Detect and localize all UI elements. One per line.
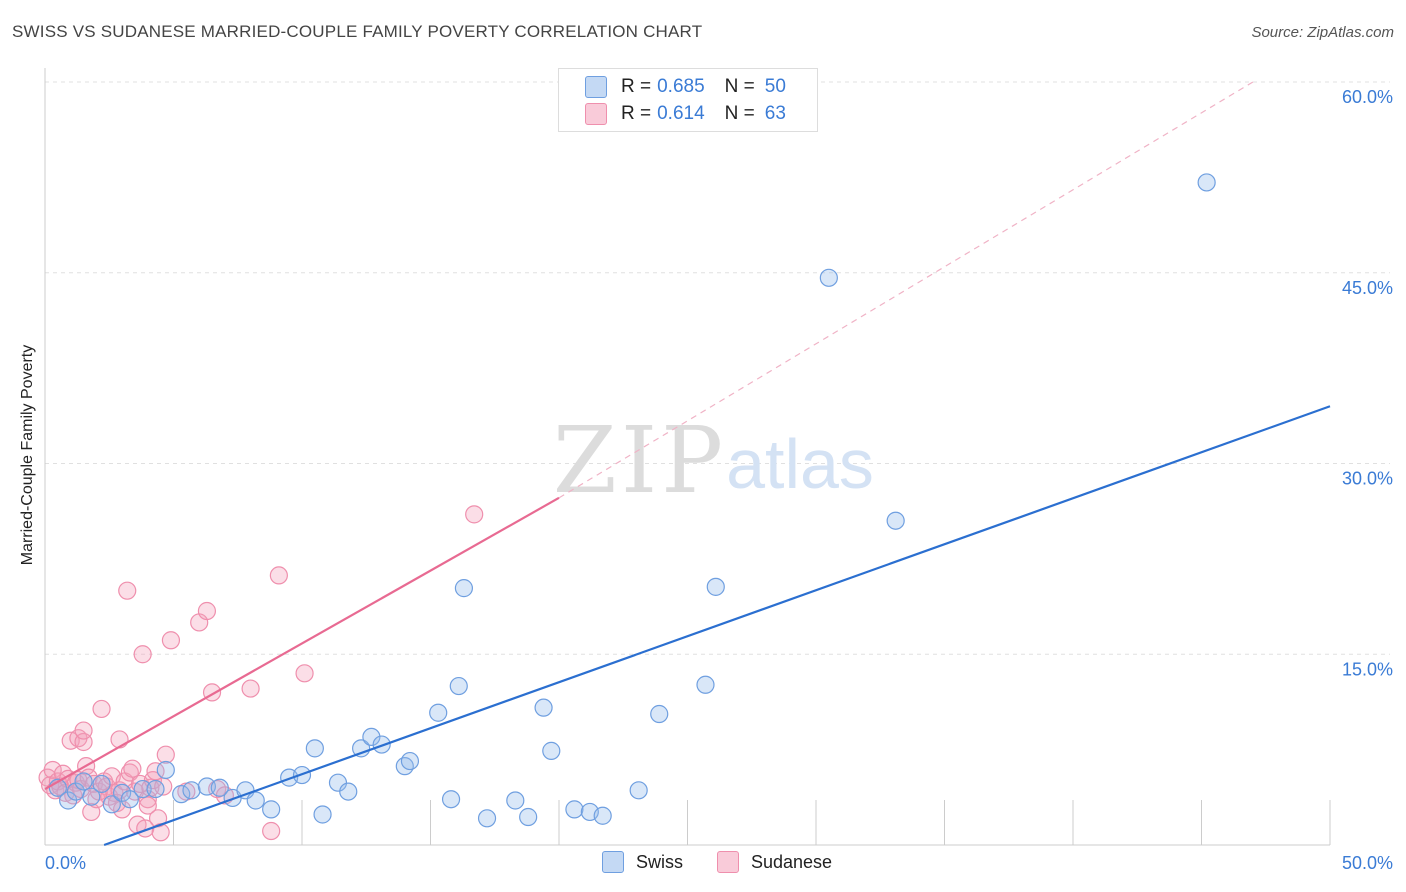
swiss-point bbox=[542, 741, 561, 760]
swiss-point bbox=[339, 782, 358, 801]
swiss-swatch bbox=[585, 76, 607, 98]
swiss-point bbox=[395, 757, 414, 776]
swiss-point bbox=[696, 675, 715, 694]
sudanese-series bbox=[38, 505, 484, 842]
swiss-point bbox=[429, 703, 448, 722]
swiss-point bbox=[629, 781, 648, 800]
sudanese-point bbox=[241, 679, 260, 698]
swiss-point bbox=[246, 791, 265, 810]
sudanese-point bbox=[43, 760, 62, 780]
watermark-atlas: atlas bbox=[726, 425, 874, 503]
x-tick-label: 0.0% bbox=[45, 853, 86, 873]
watermark-zip: ZIP bbox=[553, 407, 727, 514]
swiss-point bbox=[593, 806, 612, 825]
swiss-point bbox=[519, 807, 538, 827]
sudanese-point bbox=[92, 699, 111, 719]
swiss-point bbox=[650, 704, 669, 724]
legend: R = 0.685 N = 50 R = 0.614 N = 63 bbox=[558, 68, 818, 132]
sudanese-point bbox=[138, 790, 157, 809]
sudanese-point bbox=[118, 581, 137, 600]
swiss-point bbox=[182, 781, 201, 800]
sudanese-point bbox=[110, 730, 129, 749]
swiss-point bbox=[362, 727, 381, 747]
swiss-point bbox=[120, 790, 139, 809]
swiss-point bbox=[706, 577, 725, 596]
y-tick-label: 45.0% bbox=[1342, 278, 1393, 298]
sudanese-n-value: 63 bbox=[764, 103, 786, 124]
swiss-point bbox=[156, 760, 175, 780]
chart-source: Source: ZipAtlas.com bbox=[1251, 24, 1394, 41]
sudanese-point bbox=[161, 631, 181, 650]
y-tick-label: 30.0% bbox=[1342, 469, 1393, 489]
axes bbox=[44, 68, 1331, 846]
swiss-point bbox=[477, 809, 497, 828]
swiss-point bbox=[886, 511, 905, 530]
swiss-point bbox=[819, 268, 838, 287]
sudanese-r-value: 0.614 bbox=[657, 103, 705, 124]
sudanese-legend-swatch bbox=[717, 851, 739, 873]
swiss-point bbox=[133, 779, 152, 799]
chart-title: SWISS VS SUDANESE MARRIED-COUPLE FAMILY … bbox=[12, 22, 703, 41]
swiss-point bbox=[313, 805, 332, 824]
swiss-point bbox=[449, 676, 468, 696]
swiss-r-value: 0.685 bbox=[657, 76, 705, 97]
sudanese-legend-label: Sudanese bbox=[751, 851, 833, 872]
sudanese-point bbox=[295, 664, 314, 683]
bottom-legend-sudanese: Sudanese bbox=[717, 851, 832, 873]
grid-lines bbox=[45, 81, 1390, 655]
sudanese-point bbox=[123, 759, 142, 778]
swiss-series bbox=[48, 173, 1216, 828]
sudanese-point bbox=[262, 821, 281, 841]
swiss-point bbox=[565, 800, 584, 819]
swiss-point bbox=[305, 739, 324, 758]
sudanese-point bbox=[138, 796, 157, 815]
bottom-legend-swiss: Swiss bbox=[602, 851, 683, 873]
swiss-n-value: 50 bbox=[764, 76, 786, 97]
y-tick-label: 60.0% bbox=[1342, 87, 1393, 107]
sudanese-point bbox=[156, 745, 175, 764]
swiss-trend-line bbox=[103, 405, 1331, 847]
x-tick-label: 50.0% bbox=[1342, 853, 1393, 873]
swiss-n-label: N = bbox=[724, 76, 755, 97]
watermark: ZIP atlas bbox=[553, 407, 874, 514]
sudanese-point bbox=[197, 601, 217, 621]
swiss-point bbox=[454, 579, 474, 598]
sudanese-r-label: R = bbox=[621, 103, 652, 124]
y-tick-label: 15.0% bbox=[1342, 659, 1393, 679]
sudanese-trend-extension bbox=[558, 81, 1254, 499]
swiss-point bbox=[534, 698, 553, 717]
swiss-legend-swatch bbox=[602, 851, 624, 873]
swiss-point bbox=[92, 774, 111, 794]
sudanese-point bbox=[133, 645, 152, 664]
swiss-point bbox=[262, 800, 281, 819]
swiss-point bbox=[1197, 173, 1216, 192]
sudanese-swatch bbox=[585, 103, 607, 125]
swiss-point bbox=[197, 777, 217, 796]
swiss-point bbox=[102, 795, 121, 814]
sudanese-point bbox=[269, 566, 288, 585]
swiss-point bbox=[210, 778, 229, 797]
sudanese-point bbox=[74, 721, 93, 740]
legend-row-swiss: R = 0.685 N = 50 bbox=[585, 74, 786, 100]
swiss-point bbox=[82, 787, 101, 806]
sudanese-n-label: N = bbox=[724, 103, 755, 124]
swiss-point bbox=[74, 772, 93, 791]
swiss-point bbox=[172, 785, 191, 804]
tick-labels: 15.0% 30.0% 45.0% 60.0% 0.0% 50.0% bbox=[45, 87, 1393, 873]
sudanese-trend-line bbox=[44, 496, 560, 791]
swiss-legend-label: Swiss bbox=[636, 851, 684, 872]
swiss-point bbox=[441, 790, 461, 809]
swiss-r-label: R = bbox=[621, 76, 652, 97]
trend-lines bbox=[44, 81, 1331, 847]
legend-row-sudanese: R = 0.614 N = 63 bbox=[585, 101, 786, 127]
sudanese-point bbox=[465, 505, 484, 524]
swiss-point bbox=[506, 791, 525, 810]
swiss-point bbox=[146, 779, 165, 799]
swiss-point bbox=[400, 751, 420, 771]
